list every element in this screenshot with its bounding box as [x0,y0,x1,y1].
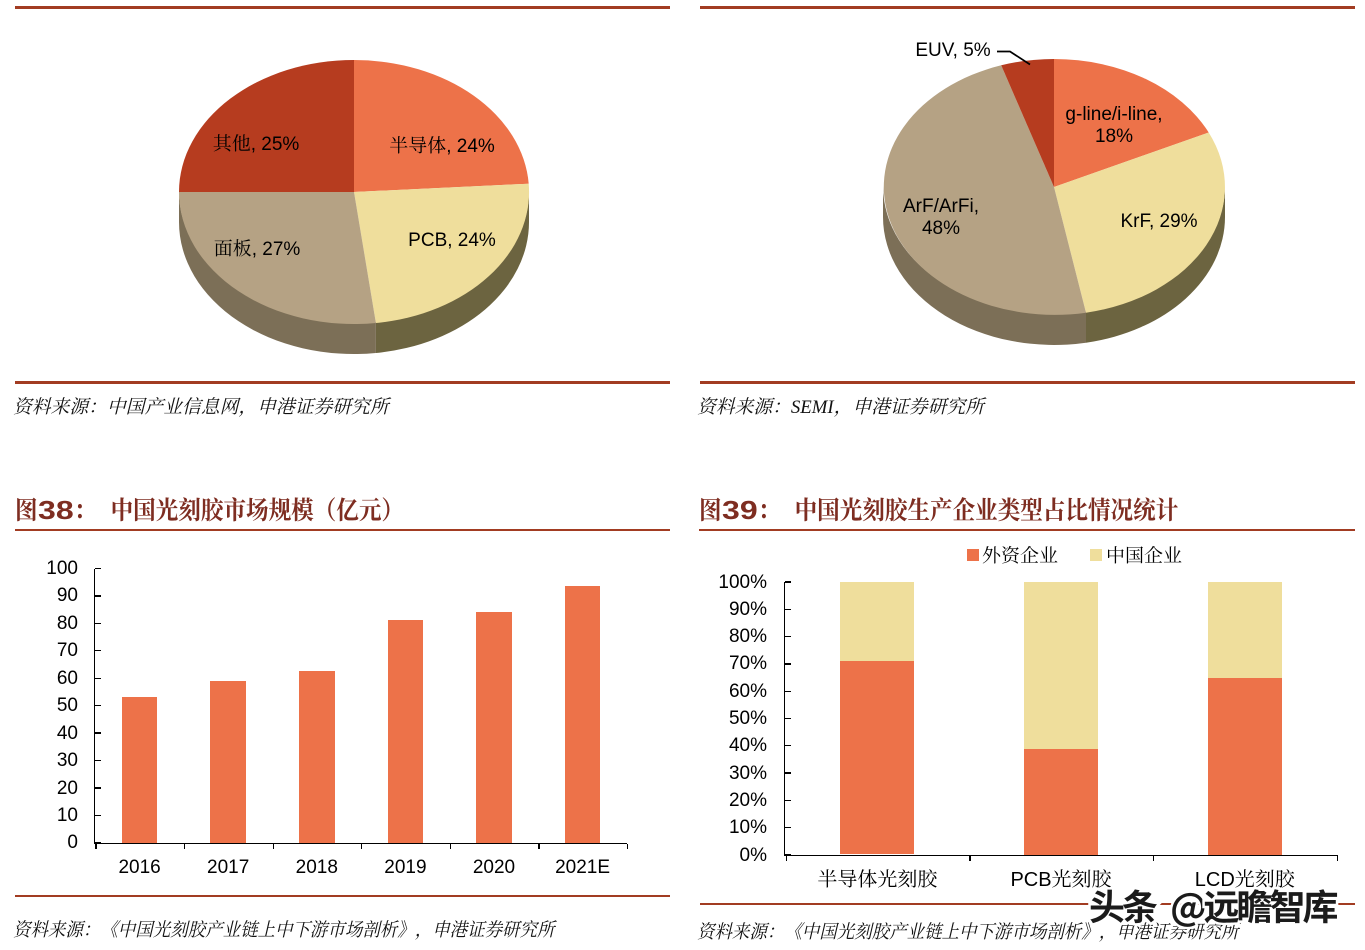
svg-text:头条 @远瞻智库: 头条 @远瞻智库 [1089,879,1337,931]
